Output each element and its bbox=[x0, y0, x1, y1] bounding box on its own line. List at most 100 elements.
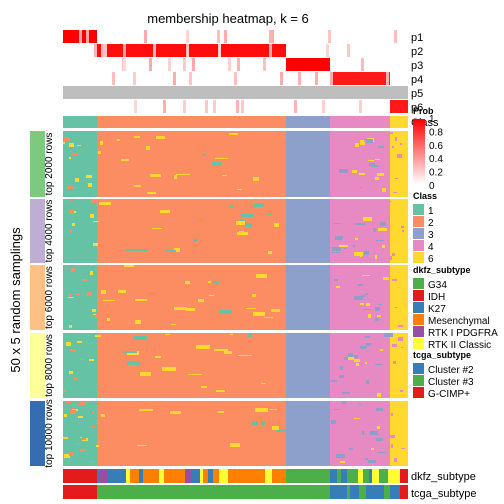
heatmap-noise bbox=[139, 409, 153, 411]
heatmap-noise bbox=[99, 202, 111, 205]
dkfz-cell bbox=[369, 469, 372, 483]
heatmap-noise bbox=[339, 245, 348, 247]
heatmap-noise bbox=[276, 429, 286, 432]
heatmap-noise bbox=[362, 431, 364, 435]
heatmap-noise bbox=[377, 393, 381, 397]
heatmap-noise bbox=[71, 405, 76, 406]
heatmap-noise bbox=[78, 416, 83, 418]
heatmap-noise bbox=[331, 380, 337, 382]
heatmap-noise bbox=[69, 371, 73, 374]
heatmap-noise bbox=[359, 173, 365, 175]
membership-cell-p6 bbox=[236, 100, 239, 113]
membership-cell-p3 bbox=[168, 58, 171, 71]
heatmap-noise bbox=[356, 363, 359, 366]
heatmap-noise bbox=[100, 141, 103, 145]
dkfz-cell bbox=[358, 469, 363, 483]
heatmap-noise bbox=[185, 281, 190, 284]
membership-cell-p3 bbox=[192, 58, 195, 71]
membership-cell-p1 bbox=[186, 30, 189, 43]
membership-cell-p1 bbox=[271, 30, 274, 43]
heatmap-block bbox=[97, 131, 286, 197]
heatmap-noise bbox=[253, 312, 265, 316]
heatmap-noise bbox=[254, 203, 264, 207]
heatmap-noise bbox=[353, 245, 355, 247]
heatmap-noise bbox=[364, 251, 369, 255]
heatmap-noise bbox=[203, 154, 206, 156]
dkfz-cell bbox=[139, 469, 143, 483]
heatmap-noise bbox=[73, 349, 76, 352]
membership-cell-p6 bbox=[241, 100, 244, 113]
chart-title: membership heatmap, k = 6 bbox=[147, 11, 309, 26]
heatmap-noise bbox=[264, 317, 273, 318]
heatmap-noise bbox=[79, 255, 81, 256]
group-label: top 6000 rows bbox=[44, 266, 55, 329]
membership-rows: p1 p2 p3 p4 p5 p6 bbox=[63, 30, 423, 114]
heatmap-noise bbox=[139, 249, 148, 251]
heatmap-noise bbox=[380, 222, 386, 226]
heatmap-block bbox=[286, 199, 330, 263]
heatmap-noise bbox=[69, 210, 74, 214]
heatmap-noise bbox=[133, 336, 147, 340]
heatmap-noise bbox=[398, 337, 403, 341]
heatmap-noise bbox=[401, 347, 403, 348]
heatmap-noise bbox=[63, 142, 65, 144]
heatmap-noise bbox=[208, 281, 211, 283]
heatmap-noise bbox=[95, 314, 99, 318]
heatmap-noise bbox=[76, 443, 80, 444]
membership-cell-p1 bbox=[86, 30, 89, 43]
dkfz-cell bbox=[203, 469, 208, 483]
heatmap-noise bbox=[380, 349, 383, 351]
heatmap-block bbox=[286, 333, 330, 398]
dkfz-cell bbox=[164, 469, 174, 483]
heatmap-noise bbox=[378, 146, 384, 148]
membership-cell-p3 bbox=[286, 58, 330, 71]
heatmap-noise bbox=[137, 445, 147, 446]
class-cell bbox=[286, 116, 330, 128]
heatmap-noise bbox=[63, 389, 66, 392]
tcga-cell bbox=[400, 485, 408, 499]
tcga-cell bbox=[342, 485, 347, 499]
membership-cell-p6 bbox=[213, 100, 216, 113]
dkfz-legend-label: IDH bbox=[428, 292, 445, 303]
heatmap-noise bbox=[365, 458, 368, 460]
heatmap-noise bbox=[360, 142, 365, 145]
heatmap-noise bbox=[255, 408, 268, 412]
dkfz-cell bbox=[192, 469, 200, 483]
heatmap-noise bbox=[80, 359, 83, 360]
heatmap-noise bbox=[93, 221, 99, 222]
heatmap-noise bbox=[392, 344, 397, 347]
heatmap-noise bbox=[215, 158, 228, 159]
membership-cell-p2 bbox=[153, 44, 156, 57]
heatmap-noise bbox=[216, 390, 225, 392]
heatmap-noise bbox=[392, 253, 395, 256]
dkfz-legend-swatch bbox=[413, 314, 424, 325]
heatmap-noise bbox=[170, 411, 181, 414]
membership-cell-p1 bbox=[328, 30, 331, 43]
tcga-legend-label: Cluster #2 bbox=[428, 365, 474, 376]
tcga-legend-label: Cluster #3 bbox=[428, 377, 474, 388]
heatmap-noise bbox=[360, 140, 364, 142]
membership-cell-p4 bbox=[386, 72, 389, 85]
heatmap-noise bbox=[96, 445, 99, 447]
heatmap-noise bbox=[377, 315, 381, 317]
dkfz-cell bbox=[185, 469, 192, 483]
heatmap-noise bbox=[239, 231, 244, 232]
heatmap-noise bbox=[391, 444, 393, 448]
heatmap-noise bbox=[89, 359, 94, 361]
heatmap-noise bbox=[147, 192, 156, 194]
tcga-cell bbox=[375, 485, 384, 499]
heatmap-noise bbox=[366, 343, 371, 346]
heatmap-noise bbox=[230, 443, 240, 447]
prob-legend-title: Prob bbox=[413, 106, 434, 116]
heatmap-noise bbox=[359, 404, 362, 405]
heatmap-noise bbox=[400, 143, 402, 145]
heatmap-noise bbox=[378, 304, 382, 305]
membership-cell-p1 bbox=[269, 30, 272, 43]
heatmap-noise bbox=[174, 307, 187, 310]
membership-cell-p6 bbox=[294, 100, 297, 113]
heatmap-noise bbox=[334, 279, 338, 281]
group-sidebar bbox=[30, 401, 45, 466]
heatmap-noise bbox=[376, 408, 383, 411]
membership-row-label: p5 bbox=[411, 88, 423, 100]
